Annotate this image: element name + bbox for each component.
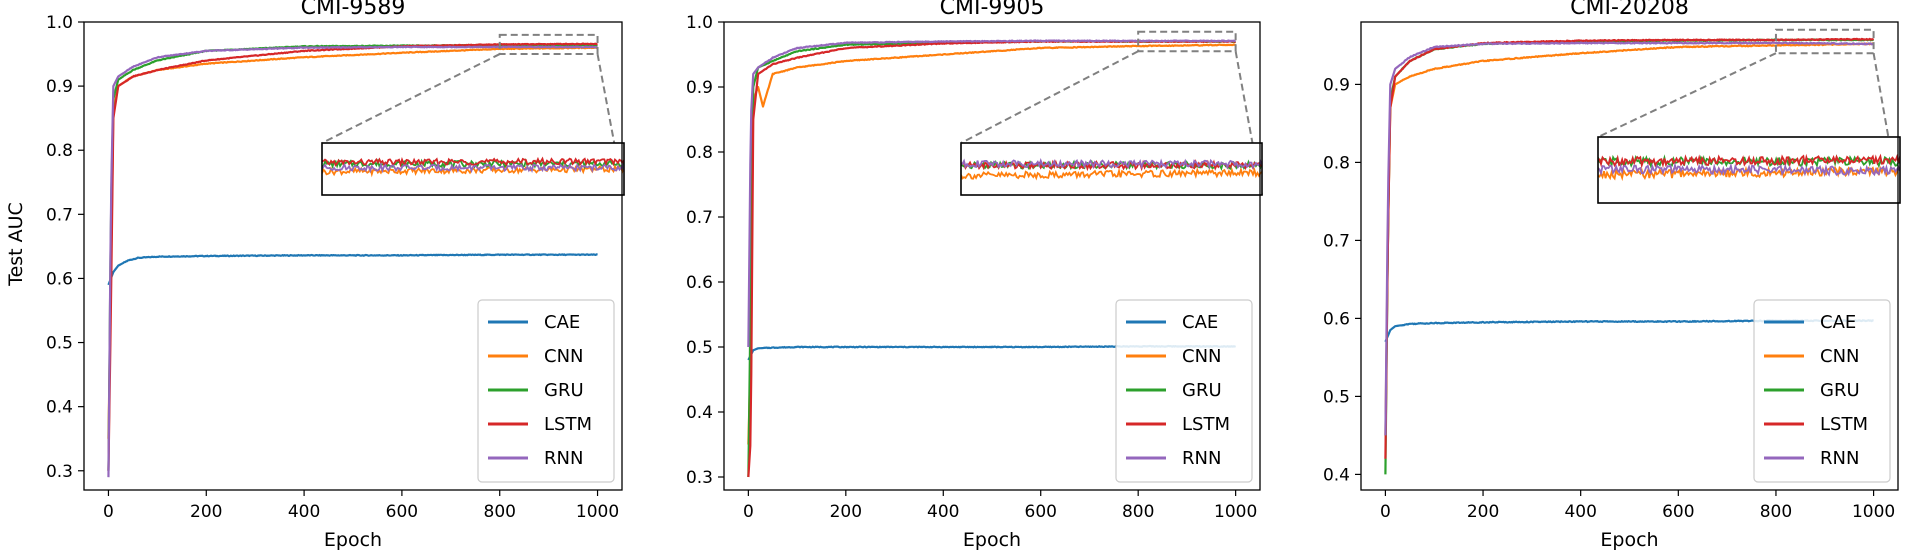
x-tick-label: 0 xyxy=(103,502,114,522)
y-tick-label: 0.5 xyxy=(686,338,713,358)
inset-series-line-rnn xyxy=(322,161,624,174)
inset-series-line-rnn xyxy=(961,157,1262,171)
chart-title: CMI-9589 xyxy=(301,0,406,20)
subplot-cmi-9905: CMI-9905 Epoch 0 200 400 600 800 1000 0.3 0.4 0.5 0… xyxy=(686,0,1263,551)
y-tick-label: 0.8 xyxy=(686,143,713,163)
zoom-connector xyxy=(321,53,501,144)
x-tick-label: 600 xyxy=(1025,502,1057,522)
y-tick-label: 0.7 xyxy=(46,205,73,225)
y-tick-label: 0.4 xyxy=(1323,465,1350,485)
zoom-inset xyxy=(960,142,1263,196)
legend-label-rnn: RNN xyxy=(544,448,583,469)
x-axis-label: Epoch xyxy=(963,529,1021,551)
inset-series-line-cnn xyxy=(961,166,1262,181)
x-tick-label: 600 xyxy=(386,502,418,522)
zoom-connector xyxy=(1597,52,1777,138)
x-tick-label: 200 xyxy=(830,502,862,522)
series-line-cnn xyxy=(747,43,1236,445)
y-tick-label: 0.8 xyxy=(1323,153,1350,173)
plot-frame xyxy=(83,21,623,491)
x-tick-label: 400 xyxy=(288,502,320,522)
legend-label-cnn: CNN xyxy=(544,346,584,367)
series-line-rnn xyxy=(107,45,598,478)
y-axis-label: Test AUC xyxy=(5,202,27,287)
y-tick-label: 1.0 xyxy=(46,13,73,33)
zoom-inset xyxy=(321,142,625,196)
legend-label-gru: GRU xyxy=(1820,380,1860,401)
legend-label-gru: GRU xyxy=(544,380,584,401)
legend-label-rnn: RNN xyxy=(1820,448,1859,469)
y-tick-label: 0.3 xyxy=(686,468,713,488)
series-line-lstm xyxy=(107,42,598,471)
legend-label-rnn: RNN xyxy=(1182,448,1221,469)
x-tick-label: 0 xyxy=(1380,502,1391,522)
zoom-connector xyxy=(960,50,1139,144)
zoom-region-box xyxy=(1137,30,1237,53)
inset-series-line-lstm xyxy=(1598,153,1900,169)
legend: CAE CNN GRU LSTM RNN xyxy=(1753,299,1891,483)
legend-label-cnn: CNN xyxy=(1820,346,1860,367)
series-line-rnn xyxy=(1384,41,1874,436)
inset-series-line-lstm xyxy=(322,156,624,168)
x-tick-label: 800 xyxy=(484,502,516,522)
legend: CAE CNN GRU LSTM RNN xyxy=(1115,299,1253,483)
zoom-inset xyxy=(1597,136,1901,204)
y-tick-label: 0.6 xyxy=(1323,309,1350,329)
inset-series-line-rnn xyxy=(1598,162,1900,178)
zoom-connector xyxy=(596,53,625,196)
legend-label-cae: CAE xyxy=(1182,312,1218,333)
x-tick-label: 1000 xyxy=(576,502,619,522)
x-tick-label: 800 xyxy=(1122,502,1154,522)
x-tick-label: 0 xyxy=(743,502,754,522)
y-tick-label: 0.6 xyxy=(46,269,73,289)
y-tick-label: 0.9 xyxy=(686,78,713,98)
zoom-region-box xyxy=(1774,28,1875,55)
y-tick-label: 0.5 xyxy=(1323,387,1350,407)
x-tick-label: 200 xyxy=(190,502,222,522)
subplot-cmi-9589: CMI-9589 Epoch 0 200 400 600 800 1000 0.3 0.4 0.5 0… xyxy=(46,0,625,551)
x-tick-label: 400 xyxy=(1564,502,1596,522)
y-tick-label: 0.7 xyxy=(686,208,713,228)
legend-label-cae: CAE xyxy=(1820,312,1856,333)
y-tick-label: 0.9 xyxy=(1323,75,1350,95)
x-tick-label: 800 xyxy=(1760,502,1792,522)
series-line-cnn xyxy=(107,46,598,439)
series-line-cae xyxy=(107,253,598,286)
y-tick-label: 0.8 xyxy=(46,141,73,161)
x-tick-label: 200 xyxy=(1467,502,1499,522)
legend-label-cnn: CNN xyxy=(1182,346,1222,367)
legend: CAE CNN GRU LSTM RNN xyxy=(477,299,615,483)
x-tick-label: 600 xyxy=(1662,502,1694,522)
x-axis-label: Epoch xyxy=(1600,529,1658,551)
x-tick-label: 1000 xyxy=(1852,502,1895,522)
series-line-rnn xyxy=(747,39,1236,348)
plot-frame xyxy=(723,21,1261,491)
y-tick-label: 0.7 xyxy=(1323,231,1350,251)
x-tick-label: 400 xyxy=(927,502,959,522)
subplot-cmi-20208: CMI-20208 Epoch 0 200 400 600 800 1000 0.4 0.5 0.6… xyxy=(1323,0,1901,551)
chart-title: CMI-9905 xyxy=(940,0,1045,20)
y-tick-label: 0.6 xyxy=(686,273,713,293)
series-line-cnn xyxy=(1384,42,1874,436)
x-tick-label: 1000 xyxy=(1214,502,1257,522)
y-tick-label: 0.9 xyxy=(46,77,73,97)
x-axis-label: Epoch xyxy=(324,529,382,551)
y-tick-label: 0.4 xyxy=(46,398,73,418)
zoom-region-box xyxy=(498,33,599,56)
plot-frame xyxy=(1360,21,1899,491)
chart-title: CMI-20208 xyxy=(1570,0,1689,20)
y-tick-label: 0.5 xyxy=(46,334,73,354)
legend-label-cae: CAE xyxy=(544,312,580,333)
legend-label-lstm: LSTM xyxy=(1820,414,1868,435)
legend-label-lstm: LSTM xyxy=(1182,414,1230,435)
legend-label-lstm: LSTM xyxy=(544,414,592,435)
legend-label-gru: GRU xyxy=(1182,380,1222,401)
y-tick-label: 0.3 xyxy=(46,462,73,482)
y-tick-label: 1.0 xyxy=(686,13,713,33)
y-tick-label: 0.4 xyxy=(686,403,713,423)
